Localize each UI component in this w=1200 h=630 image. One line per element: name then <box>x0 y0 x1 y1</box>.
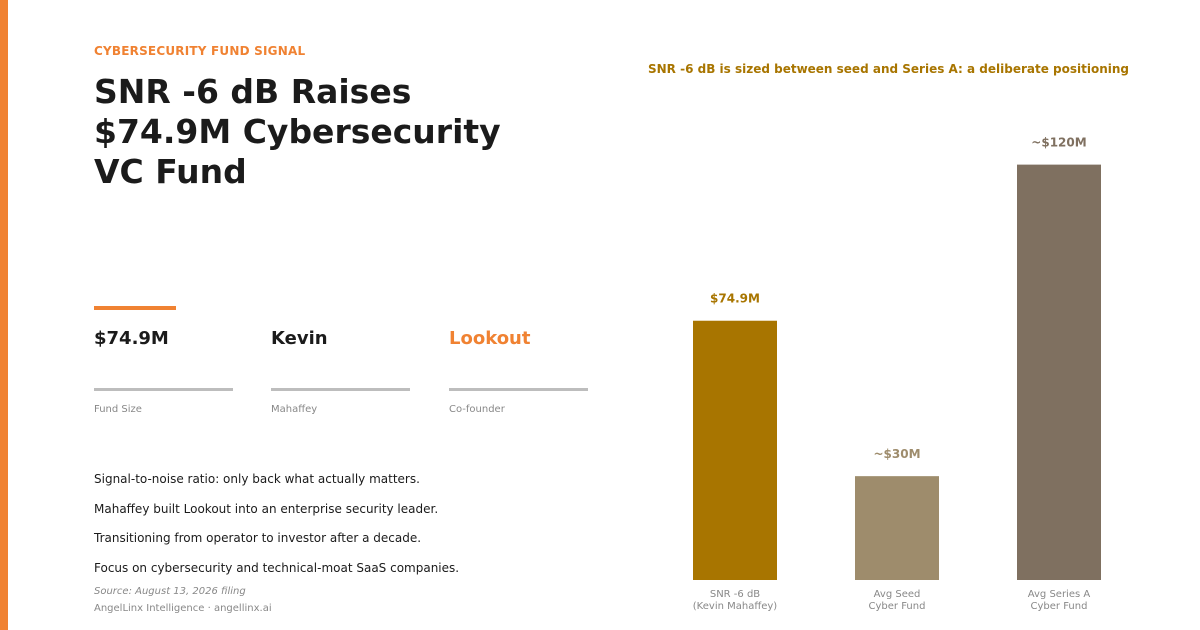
stat-founder: Kevin Mahaffey <box>271 328 411 415</box>
summary-list: Signal-to-noise ratio: only back what ac… <box>94 472 459 590</box>
summary-item: Transitioning from operator to investor … <box>94 531 422 545</box>
stat-value: Kevin <box>271 328 328 349</box>
stat-fund-size: $74.9M Fund Size <box>94 328 234 415</box>
footer-credit: AngelLinx Intelligence · angellinx.ai <box>94 603 272 614</box>
eyebrow-label: CYBERSECURITY FUND SIGNAL <box>94 44 306 58</box>
stat-value: Lookout <box>449 328 531 349</box>
chart-title: SNR -6 dB is sized between seed and Seri… <box>648 62 1130 76</box>
summary-item: Focus on cybersecurity and technical-moa… <box>94 560 460 575</box>
summary-item: Mahaffey built Lookout into an enterpris… <box>94 501 439 516</box>
category-label: Avg Series A <box>1028 589 1091 600</box>
headline-line-1: SNR -6 dB Raises <box>94 72 412 111</box>
stat-value: $74.9M <box>94 328 169 349</box>
left-accent-bar <box>0 0 8 630</box>
bar <box>693 320 777 580</box>
category-label: (Kevin Mahaffey) <box>693 601 778 612</box>
bar <box>1017 164 1101 580</box>
category-label: SNR -6 dB <box>710 589 760 600</box>
category-label: Cyber Fund <box>1031 601 1088 612</box>
stat-label: Mahaffey <box>271 404 318 415</box>
bar <box>855 476 939 580</box>
summary-item: Signal-to-noise ratio: only back what ac… <box>94 472 420 486</box>
bar-value-label: ~$120M <box>1031 136 1086 150</box>
stat-label: Co-founder <box>449 404 505 415</box>
stats-accent-rule <box>94 306 176 310</box>
category-label: Avg Seed <box>874 589 921 600</box>
headline-line-2: $74.9M Cybersecurity <box>94 112 501 151</box>
source-note: Source: August 13, 2026 filing <box>94 586 246 597</box>
stat-divider <box>94 388 233 391</box>
headline: SNR -6 dB Raises $74.9M Cybersecurity VC… <box>94 72 564 192</box>
stat-company: Lookout Co-founder <box>449 328 589 415</box>
headline-line-3: VC Fund <box>94 152 247 191</box>
stat-label: Fund Size <box>94 404 142 415</box>
stat-divider <box>271 388 410 391</box>
category-label: Cyber Fund <box>869 601 926 612</box>
stat-divider <box>449 388 588 391</box>
bar-value-label: ~$30M <box>873 447 920 461</box>
bar-value-label: $74.9M <box>710 292 760 306</box>
